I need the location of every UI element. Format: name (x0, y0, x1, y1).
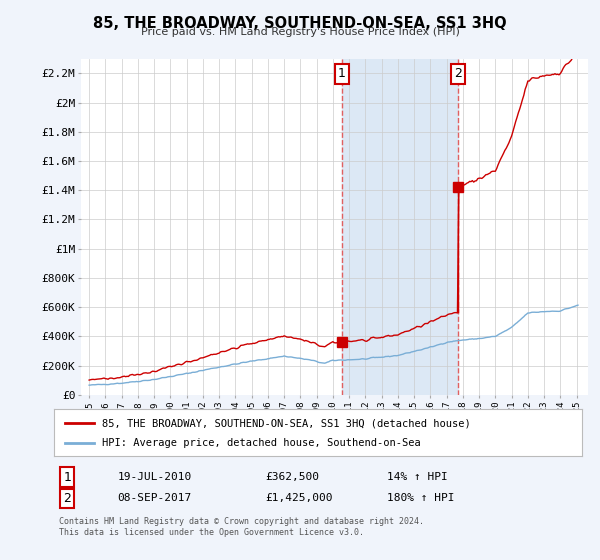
Text: 14% ↑ HPI: 14% ↑ HPI (386, 472, 448, 482)
Text: Price paid vs. HM Land Registry's House Price Index (HPI): Price paid vs. HM Land Registry's House … (140, 27, 460, 37)
Text: HPI: Average price, detached house, Southend-on-Sea: HPI: Average price, detached house, Sout… (101, 438, 420, 448)
Text: 1: 1 (63, 470, 71, 484)
Text: £1,425,000: £1,425,000 (265, 493, 333, 503)
Text: 85, THE BROADWAY, SOUTHEND-ON-SEA, SS1 3HQ: 85, THE BROADWAY, SOUTHEND-ON-SEA, SS1 3… (93, 16, 507, 31)
Text: 85, THE BROADWAY, SOUTHEND-ON-SEA, SS1 3HQ (detached house): 85, THE BROADWAY, SOUTHEND-ON-SEA, SS1 3… (101, 418, 470, 428)
Text: 2: 2 (454, 67, 462, 81)
Text: 2: 2 (63, 492, 71, 505)
Text: 19-JUL-2010: 19-JUL-2010 (118, 472, 191, 482)
Bar (341, 59, 458, 395)
Text: Contains HM Land Registry data © Crown copyright and database right 2024.
This d: Contains HM Land Registry data © Crown c… (59, 517, 424, 536)
Text: 08-SEP-2017: 08-SEP-2017 (118, 493, 191, 503)
Text: 180% ↑ HPI: 180% ↑ HPI (386, 493, 454, 503)
Text: £362,500: £362,500 (265, 472, 319, 482)
Text: 1: 1 (338, 67, 346, 81)
